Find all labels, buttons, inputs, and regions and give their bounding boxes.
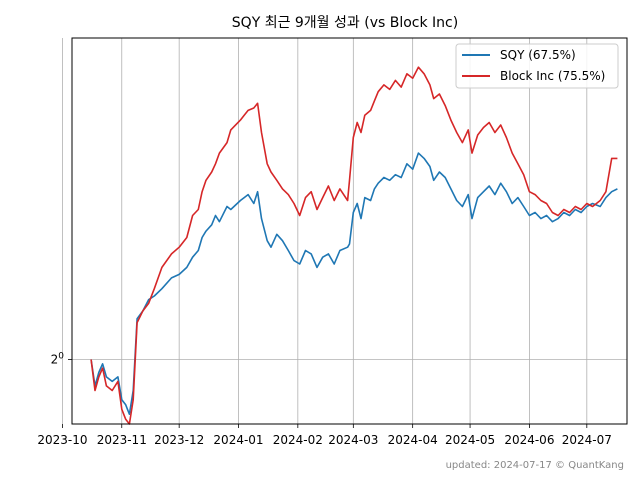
x-tick-label: 2024-02 [273, 433, 323, 447]
legend-label-block: Block Inc (75.5%) [500, 69, 605, 83]
series-line-sqy [90, 152, 618, 415]
x-tick-label: 2024-05 [445, 433, 495, 447]
chart-title: SQY 최근 9개월 성과 (vs Block Inc) [232, 15, 458, 31]
series-line-block [90, 66, 618, 425]
axis-ticks: 2023-10 2023-11 2023-12 2024-01 2024-02 2024-… [37, 351, 612, 447]
x-tick-label: 2024-04 [388, 433, 438, 447]
footer-credit: updated: 2024-07-17 © QuantKang [446, 460, 624, 471]
legend-label-sqy: SQY (67.5%) [500, 48, 576, 62]
x-tick-label: 2023-11 [97, 433, 147, 447]
x-tick-label: 2024-07 [562, 433, 612, 447]
x-tick-label: 2023-12 [154, 433, 204, 447]
series-lines [90, 66, 618, 425]
x-tick-label: 2024-01 [213, 433, 263, 447]
legend-box [455, 43, 619, 89]
x-tick-label: 2024-03 [328, 433, 378, 447]
plot-frame [71, 37, 628, 425]
legend: SQY (67.5%) Block Inc (75.5%) [455, 43, 619, 89]
x-tick-label: 2024-06 [504, 433, 554, 447]
y-tick-label: 20 [51, 351, 65, 366]
grid-lines [62, 38, 627, 424]
x-tick-label: 2023-10 [37, 433, 87, 447]
